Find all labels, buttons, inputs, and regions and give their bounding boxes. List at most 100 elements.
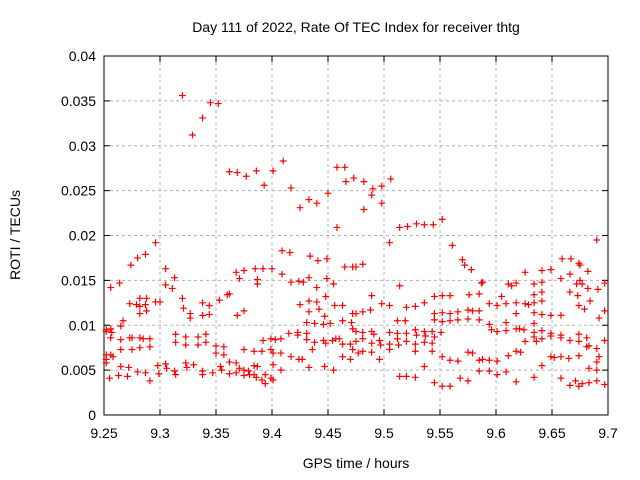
data-point: [171, 274, 178, 282]
data-point: [352, 263, 360, 271]
data-point: [595, 314, 603, 322]
data-point: [512, 310, 520, 317]
data-point: [128, 334, 136, 342]
data-point: [574, 292, 582, 300]
data-point: [215, 296, 223, 304]
data-point: [226, 358, 233, 366]
data-point: [240, 366, 248, 374]
data-point: [557, 275, 565, 282]
data-point: [352, 338, 360, 345]
data-point: [493, 371, 501, 379]
data-point: [566, 270, 574, 278]
data-point: [261, 371, 269, 379]
data-point: [595, 353, 603, 361]
data-point: [411, 303, 419, 310]
data-point: [538, 327, 546, 335]
data-point: [404, 223, 411, 230]
data-point: [360, 178, 368, 186]
data-point: [411, 373, 419, 381]
data-point: [258, 347, 266, 355]
data-point: [223, 291, 231, 299]
data-point: [189, 131, 196, 139]
data-point: [323, 275, 331, 282]
data-point: [578, 380, 586, 387]
x-axis-label: GPS time / hours: [303, 455, 410, 471]
data-point: [142, 250, 149, 258]
data-point: [601, 337, 609, 344]
data-point: [475, 367, 483, 375]
data-point: [287, 353, 295, 361]
data-point: [180, 304, 187, 312]
data-point: [311, 338, 318, 346]
data-point: [396, 224, 404, 231]
data-point: [538, 267, 546, 274]
data-point: [156, 298, 164, 306]
data-point: [199, 371, 206, 379]
y-tick-label: 0.035: [61, 93, 96, 109]
data-point: [306, 252, 314, 260]
data-point: [236, 275, 243, 282]
data-point: [576, 276, 584, 284]
data-point: [242, 172, 250, 180]
data-point: [146, 343, 154, 351]
data-point: [339, 340, 346, 348]
data-point: [478, 279, 485, 287]
data-point: [396, 373, 404, 380]
data-point: [420, 328, 428, 335]
data-point: [267, 346, 275, 353]
data-point: [152, 239, 159, 247]
data-point: [575, 330, 583, 338]
data-point: [368, 348, 376, 356]
data-point: [512, 378, 520, 386]
data-point: [586, 297, 594, 305]
data-point: [502, 300, 510, 308]
data-point: [171, 367, 178, 375]
data-point: [205, 311, 213, 318]
data-point: [508, 282, 516, 290]
data-point: [214, 100, 222, 107]
data-point: [205, 302, 213, 309]
data-point: [179, 294, 186, 302]
data-point: [267, 335, 275, 343]
data-point: [251, 265, 259, 273]
data-point: [305, 196, 313, 203]
data-point: [530, 333, 538, 341]
data-point: [594, 285, 602, 293]
data-point: [403, 373, 410, 380]
data-point: [250, 347, 258, 355]
data-point: [386, 302, 393, 309]
data-point: [454, 357, 462, 365]
x-tick-label: 9.25: [90, 425, 117, 441]
data-point: [431, 333, 438, 341]
data-point: [581, 305, 588, 313]
data-point: [467, 266, 475, 274]
data-point: [517, 348, 525, 356]
data-point: [183, 364, 191, 371]
data-point: [459, 256, 466, 264]
data-point: [199, 299, 206, 307]
data-point: [154, 362, 162, 370]
data-point: [252, 373, 260, 381]
data-point: [394, 335, 401, 343]
data-point: [226, 168, 233, 176]
data-point: [124, 373, 131, 380]
data-point: [321, 363, 329, 370]
data-point: [538, 278, 546, 286]
data-point: [323, 255, 331, 263]
data-point: [386, 346, 393, 353]
data-point: [438, 309, 446, 317]
data-point: [287, 184, 295, 192]
data-point: [136, 344, 144, 352]
data-point: [446, 317, 454, 325]
data-point: [411, 326, 419, 334]
data-point: [376, 337, 383, 344]
data-point: [106, 374, 113, 382]
data-point: [117, 322, 125, 330]
data-point: [269, 376, 277, 384]
data-point: [454, 308, 462, 316]
data-point: [108, 329, 116, 336]
data-point: [601, 307, 609, 315]
y-tick-label: 0.01: [69, 317, 96, 333]
x-tick-label: 9.5: [374, 425, 394, 441]
